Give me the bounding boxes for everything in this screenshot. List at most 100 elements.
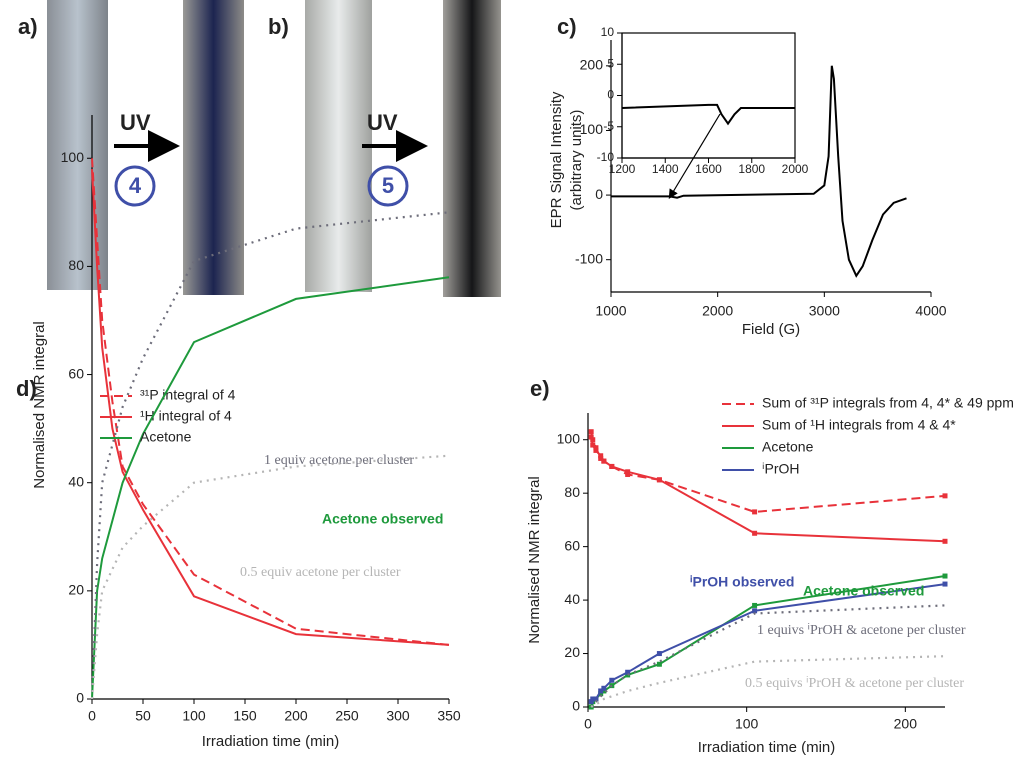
x-tick-label: 200 [284, 708, 308, 724]
data-point [942, 538, 948, 544]
annotation: Acetone observed [322, 511, 443, 527]
data-point [942, 573, 948, 579]
data-point [625, 672, 631, 678]
x-tick-label: 100 [182, 708, 206, 724]
x-tick-label: 300 [386, 708, 410, 724]
x-tick-label: 1000 [595, 303, 626, 319]
x-tick-label: 250 [335, 708, 359, 724]
x-tick-label: 1400 [652, 162, 679, 176]
series-line [90, 211, 450, 700]
photo [305, 0, 372, 292]
compound-circle [114, 165, 156, 207]
x-tick-label: 4000 [915, 303, 946, 319]
curve-label: 0.5 equivs ⁱPrOH & acetone per cluster [745, 676, 964, 691]
y-axis-label: (arbitrary units) [568, 110, 585, 211]
data-point [656, 661, 662, 667]
x-tick-label: 200 [894, 716, 918, 732]
data-point [625, 471, 631, 477]
legend-label: Acetone [140, 429, 192, 445]
data-point [656, 651, 662, 657]
legend-label: ³¹P integral of 4 [140, 387, 236, 403]
arrow-label: UV [120, 110, 151, 135]
y-tick-label: -10 [597, 150, 615, 164]
data-point [609, 463, 615, 469]
y-tick-label: 100 [61, 149, 85, 165]
x-axis-label: Field (G) [742, 321, 800, 338]
curve-label: 1 equiv acetone per cluster [264, 453, 414, 468]
y-tick-label: 60 [564, 537, 580, 553]
series-line [91, 169, 450, 646]
series-line [611, 65, 907, 278]
series-line [91, 276, 450, 700]
y-tick-label: 100 [580, 121, 604, 137]
legend-label: Acetone [762, 439, 814, 455]
data-point [588, 429, 594, 435]
legend-label: Sum of ³¹P integrals from 4, 4* & 49 ppm [762, 395, 1014, 411]
curve-label: 1 equivs ⁱPrOH & acetone per cluster [757, 623, 966, 638]
curve-label: 0.5 equiv acetone per cluster [240, 565, 401, 580]
data-point [625, 669, 631, 675]
series-line [91, 158, 450, 646]
series-line [590, 436, 946, 543]
compound-label: 5 [382, 173, 394, 198]
data-point [588, 704, 594, 710]
legend-label: ⁱPrOH [762, 461, 800, 477]
data-point [588, 434, 594, 440]
series-line [590, 604, 946, 708]
panel-label: c) [557, 14, 577, 39]
data-point [593, 445, 599, 451]
legend-label: ¹H integral of 4 [140, 408, 232, 424]
y-tick-label: -100 [575, 250, 603, 266]
x-axis-label: Irradiation time (min) [698, 739, 836, 756]
y-tick-label: 100 [557, 430, 581, 446]
annotation: Acetone observed [803, 583, 924, 599]
data-point [588, 699, 594, 705]
arrow-label: UV [367, 110, 398, 135]
x-tick-label: 0 [584, 716, 592, 732]
y-tick-label: 20 [68, 582, 84, 598]
y-axis-label: Normalised NMR integral [526, 476, 543, 644]
panel-label: e) [530, 376, 550, 401]
panel-label: d) [16, 376, 37, 401]
data-point [598, 453, 604, 459]
data-point [656, 477, 662, 483]
x-tick-label: 3000 [809, 303, 840, 319]
x-tick-label: 100 [735, 716, 759, 732]
y-axis-label: EPR Signal Intensity [548, 91, 565, 228]
data-point [593, 696, 599, 702]
y-tick-label: 5 [607, 56, 614, 70]
data-point [752, 602, 758, 608]
x-tick-label: 350 [437, 708, 461, 724]
y-tick-label: 0 [76, 690, 84, 706]
x-tick-label: 1800 [738, 162, 765, 176]
inset-frame [621, 32, 796, 159]
data-point [598, 455, 604, 461]
y-tick-label: 10 [601, 25, 615, 39]
series-line [590, 431, 946, 513]
y-tick-label: 0 [607, 88, 614, 102]
y-tick-label: 0 [595, 186, 603, 202]
y-tick-label: 80 [68, 257, 84, 273]
data-point [601, 688, 607, 694]
data-point [593, 447, 599, 453]
data-point [590, 696, 596, 702]
x-tick-label: 2000 [782, 162, 809, 176]
y-tick-label: 40 [564, 591, 580, 607]
series-line [621, 103, 795, 126]
data-point [590, 442, 596, 448]
data-point [598, 691, 604, 697]
x-tick-label: 50 [135, 708, 151, 724]
x-tick-label: 150 [233, 708, 257, 724]
photo [183, 0, 244, 295]
data-point [752, 608, 758, 614]
data-point [601, 458, 607, 464]
y-tick-label: 60 [68, 365, 84, 381]
data-point [598, 688, 604, 694]
panel-label: a) [18, 14, 38, 39]
x-tick-label: 0 [88, 708, 96, 724]
compound-label: 4 [129, 173, 142, 198]
y-tick-label: 0 [572, 698, 580, 714]
legend-label: Sum of ¹H integrals from 4 & 4* [762, 417, 956, 433]
inset-arrow [668, 113, 721, 200]
